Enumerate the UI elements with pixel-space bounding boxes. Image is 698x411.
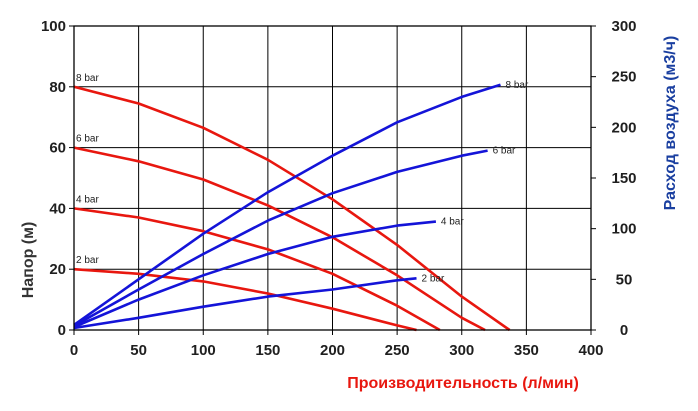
y-right-tick-label: 0 (620, 322, 628, 339)
y-left-tick-label: 20 (49, 261, 66, 278)
air-curve-8-bar (73, 83, 501, 326)
y-axis-right-title: Расход воздуха (м3/ч) (662, 36, 679, 211)
head-series-label: 6 bar (76, 134, 99, 145)
x-tick-label: 50 (130, 342, 147, 359)
head-curve-8-bar (73, 85, 511, 332)
y-right-tick-label: 100 (611, 221, 636, 238)
air-series-label: 8 bar (506, 80, 529, 91)
y-left-tick-label: 0 (58, 322, 66, 339)
y-left-tick-label: 80 (49, 79, 66, 96)
grid (73, 25, 592, 331)
air-series-label: 4 bar (441, 217, 464, 228)
air-series-label: 2 bar (422, 273, 445, 284)
head-series-label: 8 bar (76, 73, 99, 84)
head-curve-4-bar (73, 207, 441, 332)
head-series-label: 4 bar (76, 194, 99, 205)
head-curve-2-bar (73, 267, 417, 332)
head-curve-6-bar (73, 146, 486, 332)
x-tick-label: 200 (320, 342, 345, 359)
x-tick-label: 0 (70, 342, 78, 359)
x-tick-label: 300 (449, 342, 474, 359)
y-right-tick-label: 300 (611, 18, 636, 35)
x-tick-label: 350 (514, 342, 539, 359)
y-axis-left-title: Напор (м) (20, 222, 37, 299)
air-series-label: 6 bar (493, 146, 516, 157)
y-left-tick-label: 60 (49, 140, 66, 157)
y-right-tick-label: 150 (611, 170, 636, 187)
air-curve-4-bar (73, 220, 437, 329)
x-tick-label: 100 (191, 342, 216, 359)
x-tick-label: 400 (578, 342, 603, 359)
y-left-tick-label: 40 (49, 200, 66, 217)
head-series-label: 2 bar (76, 255, 99, 266)
x-tick-label: 250 (385, 342, 410, 359)
y-right-tick-label: 50 (616, 271, 633, 288)
y-left-tick-label: 100 (41, 18, 66, 35)
y-right-tick-label: 250 (611, 69, 636, 86)
x-axis-title: Производительность (л/мин) (347, 375, 579, 392)
series-labels: 8 bar 6 bar 4 bar 2 bar 8 bar 6 bar 4 bar 2 bar (76, 73, 529, 285)
ticks: 0 50 100 150 200 250 300 350 400 0 20 40 60 80 100 0 50 1… (41, 18, 637, 359)
curves (73, 83, 511, 332)
x-tick-label: 150 (255, 342, 280, 359)
y-right-tick-label: 200 (611, 119, 636, 136)
air-curve-2-bar (73, 277, 417, 330)
air-curve-6-bar (73, 149, 488, 328)
